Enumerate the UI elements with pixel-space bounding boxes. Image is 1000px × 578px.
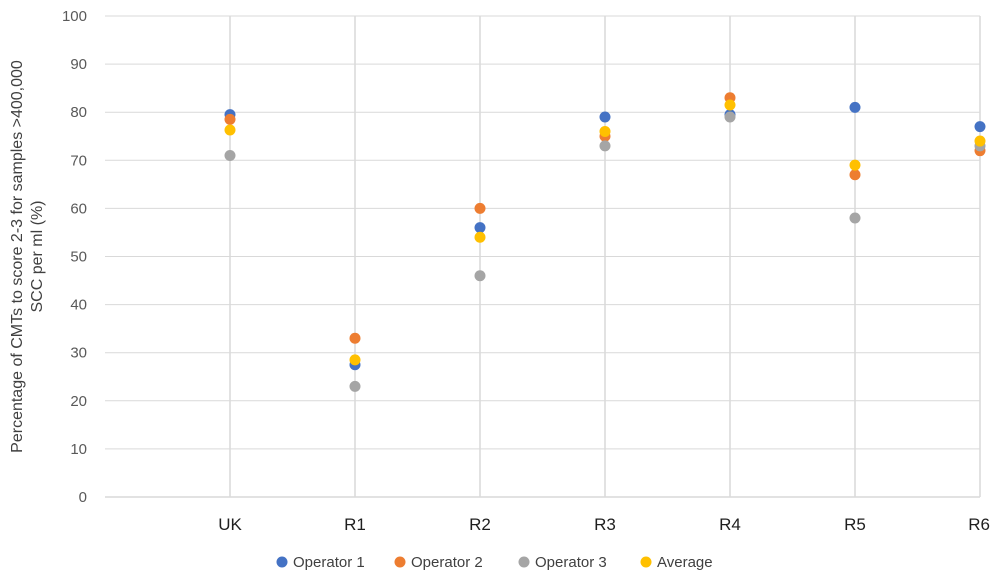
- data-point: [224, 113, 236, 125]
- data-point: [474, 222, 486, 234]
- y-tick-label: 30: [70, 345, 87, 362]
- y-tick-label: 40: [70, 297, 87, 314]
- axes: 0 10 20 30 40 50 60 70 80 90 100 UK R1 R2 R3 R4 R5 R6 Perc…: [9, 8, 990, 534]
- y-tick-label: 20: [70, 393, 87, 410]
- legend-label: Average: [657, 554, 713, 571]
- y-tick-label: 0: [79, 489, 87, 506]
- y-axis-title-line: Percentage of CMTs to score 2-3 for samp…: [9, 60, 26, 453]
- y-tick-label: 50: [70, 249, 87, 266]
- data-point: [849, 159, 861, 171]
- data-point: [849, 101, 861, 113]
- data-point: [599, 140, 611, 152]
- data-point: [724, 99, 736, 111]
- legend-label: Operator 2: [411, 554, 483, 571]
- y-axis-title-line: SCC per ml (%): [29, 200, 46, 312]
- data-point: [224, 124, 236, 136]
- data-point: [349, 354, 361, 366]
- y-tick-label: 10: [70, 441, 87, 458]
- data-point: [599, 111, 611, 123]
- data-point: [724, 111, 736, 123]
- data-point: [474, 231, 486, 243]
- legend-label: Operator 3: [535, 554, 607, 571]
- data-points: [224, 92, 986, 392]
- data-point: [599, 125, 611, 137]
- y-tick-label: 80: [70, 104, 87, 121]
- x-tick-label: UK: [218, 515, 242, 534]
- grid: [105, 15, 981, 498]
- data-point: [974, 121, 986, 133]
- legend-label: Operator 1: [293, 554, 365, 571]
- y-tick-label: 90: [70, 56, 87, 73]
- y-tick-label: 60: [70, 200, 87, 217]
- legend-marker: [518, 556, 530, 568]
- y-tick-label: 100: [62, 8, 87, 25]
- x-tick-label: R3: [594, 515, 616, 534]
- data-point: [474, 202, 486, 214]
- y-axis-title: Percentage of CMTs to score 2-3 for samp…: [9, 60, 46, 453]
- data-point: [349, 332, 361, 344]
- y-tick-label: 70: [70, 152, 87, 169]
- x-tick-label: R1: [344, 515, 366, 534]
- legend: Operator 1 Operator 2 Operator 3 Average: [276, 554, 713, 571]
- data-point: [849, 212, 861, 224]
- legend-marker: [394, 556, 406, 568]
- data-point: [849, 169, 861, 181]
- x-tick-label: R4: [719, 515, 741, 534]
- data-point: [349, 380, 361, 392]
- x-tick-label: R2: [469, 515, 491, 534]
- data-point: [224, 149, 236, 161]
- x-tick-label: R5: [844, 515, 866, 534]
- x-tick-label: R6: [968, 515, 990, 534]
- data-point: [974, 135, 986, 147]
- legend-marker: [276, 556, 288, 568]
- legend-marker: [640, 556, 652, 568]
- data-point: [474, 270, 486, 282]
